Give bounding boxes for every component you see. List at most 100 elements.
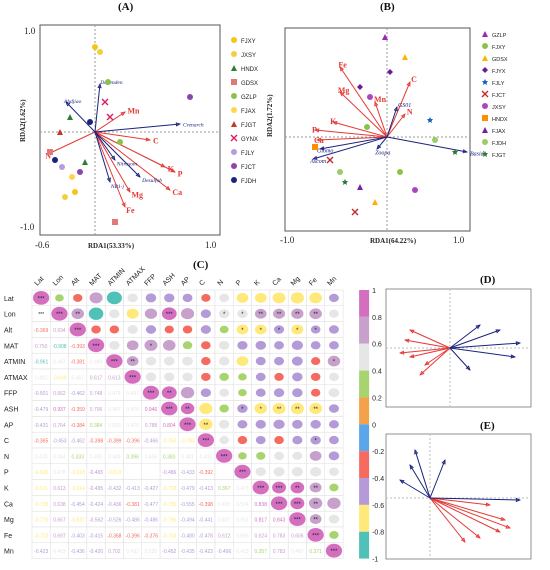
a-site-point [105,79,111,85]
corr-value: -0.465 [89,470,103,476]
corr-value: -0.392 [199,470,213,476]
corr-row-header: C [4,438,9,445]
corr-col-header: N [217,279,226,288]
corr-value: -0.477 [144,502,158,508]
a-taxon-2-vector [94,123,181,133]
corr-significance: ** [75,312,80,318]
b-env-fe-label: Fe [338,61,347,70]
corr-ellipse [144,308,158,319]
d-env-0-arrowhead [409,329,415,334]
b-ylabel: RDA2(1.72%) [266,94,274,137]
b-env-n-vector [386,113,406,138]
corr-value: 0.500 [108,423,121,429]
corr-value: -0.494 [180,518,194,524]
corr-significance: *** [330,549,338,555]
corr-row-header: ATMAX [4,375,28,382]
b-env-mg-vector [339,91,388,138]
corr-ellipse [255,340,267,350]
colorbar-tick: 0 [372,422,376,429]
corr-ellipse [291,324,304,335]
corr-significance: ** [295,486,300,492]
b-legend-marker [482,43,488,49]
corr-value: -0.743 [162,533,176,539]
corr-ellipse [164,372,175,382]
corr-ellipse [179,417,196,432]
a-env-ca-arrowhead [165,185,171,191]
corr-value: 0.804 [163,423,176,429]
corr-row-header: Mn [4,549,14,556]
corr-value: -0.396 [126,533,140,539]
a-site-point [92,44,98,50]
corr-ellipse [236,292,249,303]
corr-ellipse [218,340,230,350]
e-env-0-arrowhead [485,502,492,507]
corr-ellipse [270,496,288,511]
a-site-point [187,94,193,100]
b-env-p-arrowhead [313,128,320,133]
colorbar-segment [359,343,370,371]
corr-ellipse [328,451,340,461]
corr-significance: *** [312,533,320,539]
corr-value: -0.399 [107,439,121,445]
a-env-ca-vector [94,131,171,191]
a-taxon-4-label: Desulfob [141,177,162,184]
corr-row-header: K [4,486,9,493]
e-env-2-vector [429,497,511,529]
corr-value: -0.478 [199,533,213,539]
corr-ellipse [273,325,285,334]
a-env-k-label: K [168,164,175,173]
corr-ellipse [289,512,306,526]
corr-ellipse [310,388,321,397]
a-taxon-0-label: Dependen [99,80,123,86]
b-xlabel: RDA1(64.22%) [370,237,417,245]
corr-ellipse [309,308,322,320]
corr-col-header: Mn [326,276,338,288]
corr-significance: * [241,312,244,318]
b-legend-label: GZLP [492,33,507,39]
corr-value: 0.748 [90,391,103,397]
corr-ellipse [200,325,211,334]
corr-value: -0.398 [199,502,213,508]
corr-ellipse [273,467,285,477]
corr-value: -0.526 [107,518,121,524]
corr-value: -0.611 [34,486,48,492]
a-env-n-vector [47,131,96,155]
corr-significance: ** [185,407,190,413]
d-env-1-arrowhead [403,338,410,343]
corr-ellipse [328,420,339,429]
corr-row-header: Lon [4,312,16,319]
corr-value: -0.415 [89,533,103,539]
corr-ellipse [142,385,160,400]
corr-ellipse [182,325,193,334]
rda-plot-d [385,288,532,408]
corr-value: 0.367 [218,486,231,492]
corr-value: 0.333 [71,454,84,460]
d-taxon-4-arrowhead [465,365,471,371]
corr-ellipse [180,308,195,320]
corr-row-header: Alt [4,328,12,335]
corr-value: -0.783 [180,439,194,445]
colorbar-tick: -0.4 [372,476,384,483]
b-legend-marker [482,31,488,37]
corr-significance: ** [313,502,318,508]
b-site-point [452,149,458,155]
b-env-c-vector [386,81,411,138]
a-env-fe-label: Fe [126,206,135,215]
corr-ellipse [292,451,303,460]
corr-value: -0.723 [34,533,48,539]
corr-ellipse [236,324,249,335]
corr-ellipse [144,339,158,351]
corr-ellipse [310,435,321,445]
corr-ellipse [145,356,157,366]
b-taxon-2-label: Ascom [309,159,327,165]
corr-ellipse [310,357,321,366]
corr-ellipse [252,480,269,495]
corr-ellipse [273,419,285,430]
corr-cell [123,463,143,480]
corr-ellipse [238,389,247,397]
corr-ellipse [328,372,339,382]
a-site-point [62,194,68,200]
d-env-3-vector [409,347,451,358]
corr-ellipse [238,373,247,381]
corr-value: 0.566 [236,533,249,539]
